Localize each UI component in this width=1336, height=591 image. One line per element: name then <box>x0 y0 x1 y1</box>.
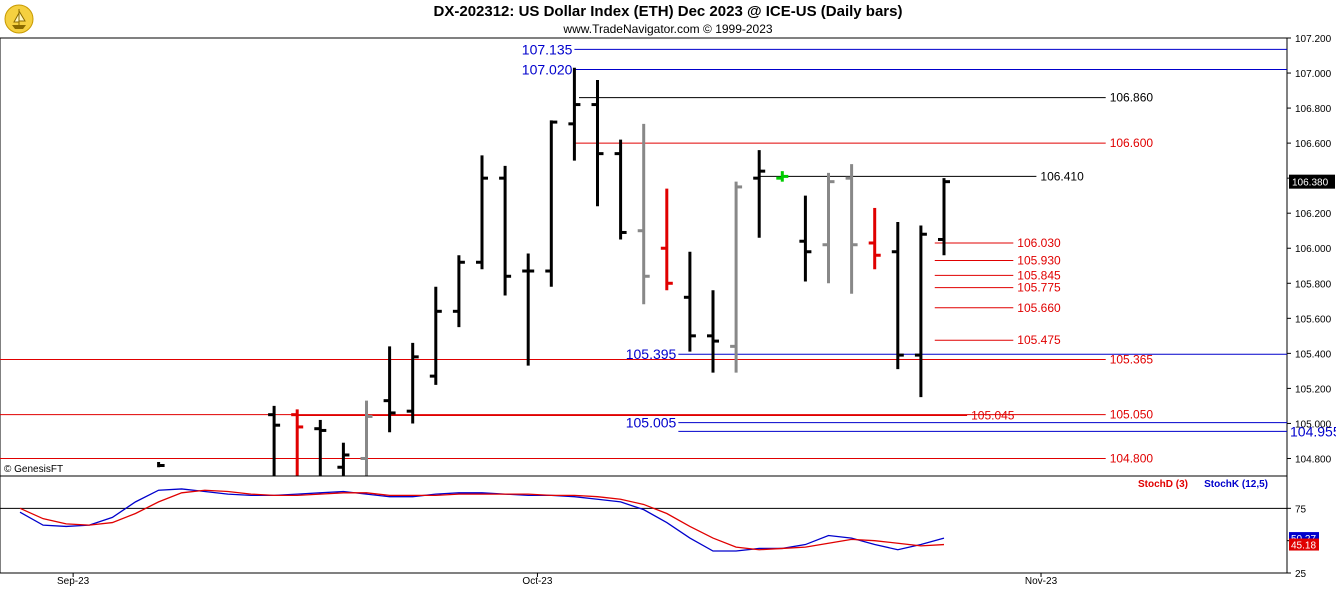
price-tick-label: 105.600 <box>1295 314 1332 325</box>
level-label: 105.775 <box>1017 281 1061 295</box>
level-label: 106.410 <box>1040 169 1084 183</box>
level-label: 105.475 <box>1017 333 1061 347</box>
ship-logo-icon <box>4 4 34 34</box>
level-label: 105.045 <box>971 409 1015 423</box>
price-panel: 107.135 107.020 106.860 106.600 106.410 106.0… <box>0 34 1336 477</box>
price-tick-label: 106.000 <box>1295 244 1332 255</box>
date-tick-label: Sep-23 <box>57 576 90 587</box>
stoch-axis: 75502550.2745.18 <box>1287 504 1319 580</box>
level-label: 106.600 <box>1110 136 1154 150</box>
stoch-series-line <box>19 489 945 551</box>
chart-subtitle: www.TradeNavigator.com © 1999-2023 <box>563 22 773 36</box>
price-tick-label: 105.000 <box>1295 419 1332 430</box>
genesis-watermark: © GenesisFT <box>4 464 63 475</box>
price-tick-label: 105.200 <box>1295 384 1332 395</box>
bars-layer <box>157 67 950 476</box>
level-label: 106.030 <box>1017 236 1061 250</box>
chart-title: DX-202312: US Dollar Index (ETH) Dec 202… <box>433 3 903 20</box>
level-label: 107.135 <box>522 41 573 57</box>
level-label: 104.800 <box>1110 451 1154 465</box>
price-axis: 107.200107.000106.800106.600106.400106.2… <box>1287 34 1335 465</box>
legend-stochd: StochD (3) <box>1138 479 1188 490</box>
levels-layer: 107.135 107.020 106.860 106.600 106.410 106.0… <box>0 41 1336 465</box>
price-tick-label: 106.600 <box>1295 139 1332 150</box>
stoch-last-label: 45.18 <box>1291 541 1316 552</box>
last-price-label: 106.380 <box>1292 178 1329 189</box>
stoch-tick-label: 75 <box>1295 504 1307 515</box>
date-tick-label: Oct-23 <box>522 576 552 587</box>
chart-header: DX-202312: US Dollar Index (ETH) Dec 202… <box>0 0 1336 40</box>
level-label: 105.845 <box>1017 268 1061 282</box>
date-tick-label: Nov-23 <box>1025 576 1058 587</box>
stoch-tick-label: 25 <box>1295 569 1307 580</box>
level-label: 105.050 <box>1110 408 1154 422</box>
stoch-legend: StochD (3) StochK (12,5) <box>1138 479 1268 490</box>
stoch-series-line <box>19 488 945 552</box>
level-label: 105.930 <box>1017 254 1061 268</box>
level-label: 106.860 <box>1110 91 1154 105</box>
stoch-layer <box>0 488 1287 552</box>
price-tick-label: 107.000 <box>1295 69 1332 80</box>
legend-stochk: StochK (12,5) <box>1204 479 1268 490</box>
level-label: 105.395 <box>626 346 677 362</box>
stoch-plot-border <box>0 475 1288 574</box>
price-tick-label: 106.200 <box>1295 209 1332 220</box>
level-label: 105.660 <box>1017 301 1061 315</box>
price-tick-label: 106.800 <box>1295 104 1332 115</box>
date-axis: Sep-23 Oct-23 Nov-23 <box>57 573 1058 587</box>
price-tick-label: 105.400 <box>1295 349 1332 360</box>
price-tick-label: 104.800 <box>1295 454 1332 465</box>
level-label: 105.365 <box>1110 352 1154 366</box>
level-label: 107.020 <box>522 62 573 78</box>
last-price-box <box>1289 174 1335 189</box>
price-tick-label: 107.200 <box>1295 34 1332 45</box>
stoch-panel: 75502550.2745.18 StochD (3) StochK (12,5) <box>0 475 1319 580</box>
level-label: 104.955 <box>1290 423 1336 439</box>
level-label: 105.005 <box>626 415 677 431</box>
stoch-last-box <box>1289 538 1319 551</box>
price-tick-label: 105.800 <box>1295 279 1332 290</box>
